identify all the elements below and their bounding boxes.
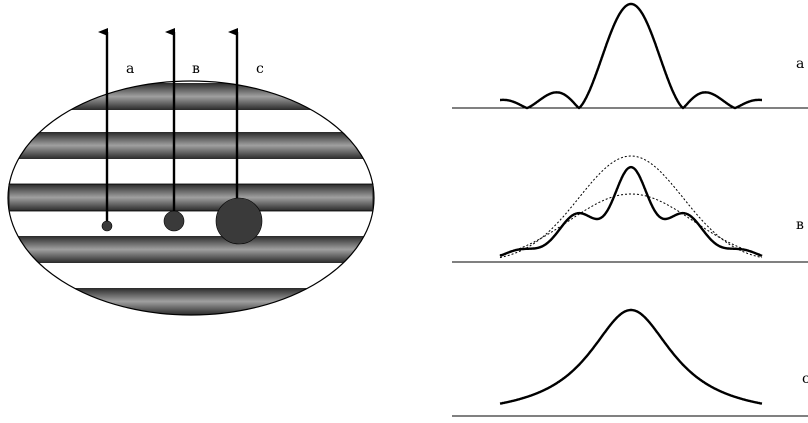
probe-arrows bbox=[98, 28, 239, 226]
probe-spots bbox=[101, 197, 263, 245]
partial-curve bbox=[499, 165, 763, 257]
probe-spot-large bbox=[215, 197, 263, 245]
dotted-envelope-outer bbox=[499, 155, 763, 259]
left-label-c: c bbox=[256, 61, 264, 77]
diffraction-curve bbox=[500, 2, 762, 110]
stripe-5 bbox=[8, 288, 374, 315]
stripe-1 bbox=[8, 83, 374, 110]
stripe-3-center bbox=[8, 183, 374, 212]
profile-a bbox=[452, 2, 808, 110]
probe-spot-medium bbox=[163, 210, 185, 232]
right-label-c: c bbox=[802, 371, 808, 387]
stripe-2 bbox=[8, 132, 374, 159]
probe-spot-small bbox=[101, 220, 113, 232]
profile-c bbox=[452, 308, 808, 417]
smooth-peak-curve bbox=[499, 308, 763, 405]
right-label-b: в bbox=[796, 217, 804, 233]
dotted-envelope-inner bbox=[499, 193, 763, 256]
ellipse-outline bbox=[7, 80, 375, 316]
profile-b bbox=[452, 155, 808, 263]
right-label-a: a bbox=[796, 56, 804, 72]
stripe-4 bbox=[8, 236, 374, 263]
left-label-a: a bbox=[126, 61, 134, 77]
striped-ellipse bbox=[7, 80, 375, 316]
left-label-b: в bbox=[192, 61, 200, 77]
